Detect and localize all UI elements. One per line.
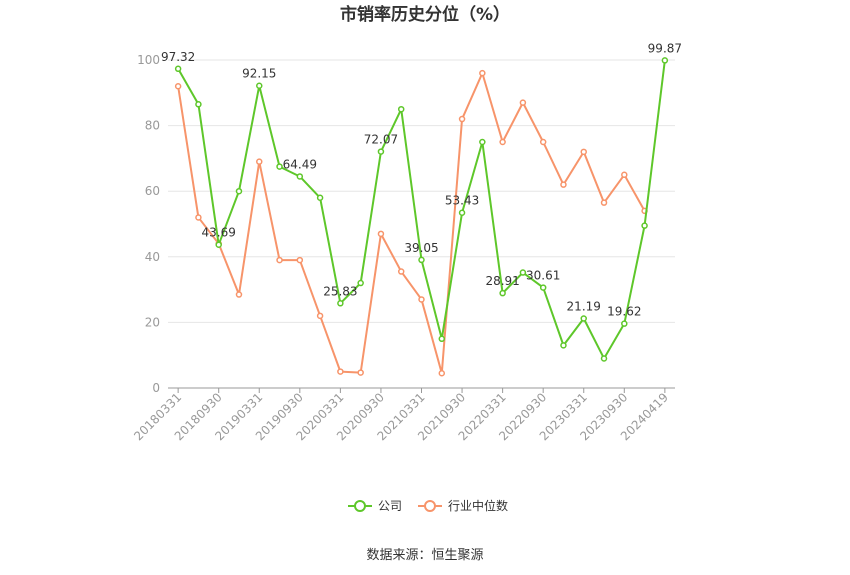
series-line: [177, 72, 646, 375]
data-point: [560, 342, 567, 349]
data-label: 28.91: [485, 274, 519, 288]
data-label: 43.69: [202, 226, 236, 240]
data-point: [519, 269, 527, 276]
data-point: [621, 171, 628, 179]
data-point: [661, 57, 669, 64]
data-label: 25.83: [323, 284, 357, 298]
legend-label: 公司: [378, 499, 402, 513]
data-point: [499, 289, 506, 297]
y-tick-label: 100: [137, 53, 160, 67]
data-point: [174, 82, 182, 90]
data-point: [195, 101, 202, 108]
legend-marker: [424, 500, 436, 512]
data-point: [276, 163, 283, 170]
data-point: [215, 241, 222, 248]
data-label: 21.19: [567, 299, 601, 313]
data-point: [539, 284, 547, 291]
data-point: [438, 369, 446, 377]
data-label: 99.87: [648, 41, 682, 55]
y-tick-label: 20: [145, 315, 160, 329]
data-point: [296, 173, 304, 180]
data-point: [458, 209, 466, 216]
data-labels: 97.32 43.69 92.15 64.49 25.83 72.07 39.05 53.43…: [161, 41, 682, 318]
data-label: 39.05: [404, 241, 438, 255]
data-point: [519, 99, 527, 106]
data-point: [316, 312, 324, 320]
data-point: [641, 222, 648, 229]
y-tick-label: 80: [145, 119, 160, 133]
data-point: [600, 355, 608, 362]
data-point: [337, 300, 344, 307]
data-label: 92.15: [242, 67, 276, 81]
data-point: [316, 194, 324, 202]
legend[interactable]: 公司 行业中位数: [348, 498, 508, 513]
data-point: [580, 315, 587, 322]
y-axis: 0 20 40 60 80 100: [137, 53, 160, 395]
data-point: [235, 291, 243, 298]
data-point: [357, 279, 364, 287]
legend-label: 行业中位数: [448, 498, 508, 513]
data-label: 30.61: [526, 269, 560, 283]
data-point: [377, 148, 385, 155]
data-point: [174, 65, 182, 73]
y-tick-label: 40: [145, 250, 160, 264]
data-point: [195, 214, 202, 221]
data-point: [600, 199, 608, 206]
data-point: [479, 69, 486, 77]
data-label: 19.62: [607, 305, 641, 319]
data-label: 53.43: [445, 194, 479, 208]
data-label: 97.32: [161, 50, 195, 64]
data-point: [357, 369, 364, 376]
data-point: [397, 105, 405, 113]
series-layer: [174, 57, 669, 377]
data-point: [438, 335, 446, 343]
y-tick-label: 60: [145, 184, 160, 198]
data-point: [458, 115, 466, 123]
data-point: [621, 320, 628, 327]
data-label: 64.49: [283, 157, 317, 171]
data-point: [499, 138, 506, 146]
data-point: [256, 158, 263, 165]
legend-marker: [354, 500, 366, 512]
data-point: [479, 138, 486, 146]
data-point: [560, 181, 567, 188]
data-point: [397, 268, 405, 275]
data-point: [276, 256, 283, 264]
data-point: [377, 230, 385, 238]
data-point: [539, 138, 547, 146]
source-note: 数据来源：恒生聚源: [366, 548, 483, 563]
y-tick-label: 0: [152, 381, 160, 395]
data-point: [337, 368, 344, 375]
data-point: [256, 82, 263, 89]
data-point: [580, 148, 587, 156]
data-point: [418, 256, 425, 264]
data-point: [235, 187, 243, 195]
data-label: 72.07: [364, 133, 398, 147]
x-axis: 2018033120180930201903312019093020200331…: [131, 387, 675, 443]
chart-title: 市销率历史分位（%）: [340, 4, 510, 25]
data-point: [418, 296, 425, 303]
data-point: [296, 256, 304, 264]
